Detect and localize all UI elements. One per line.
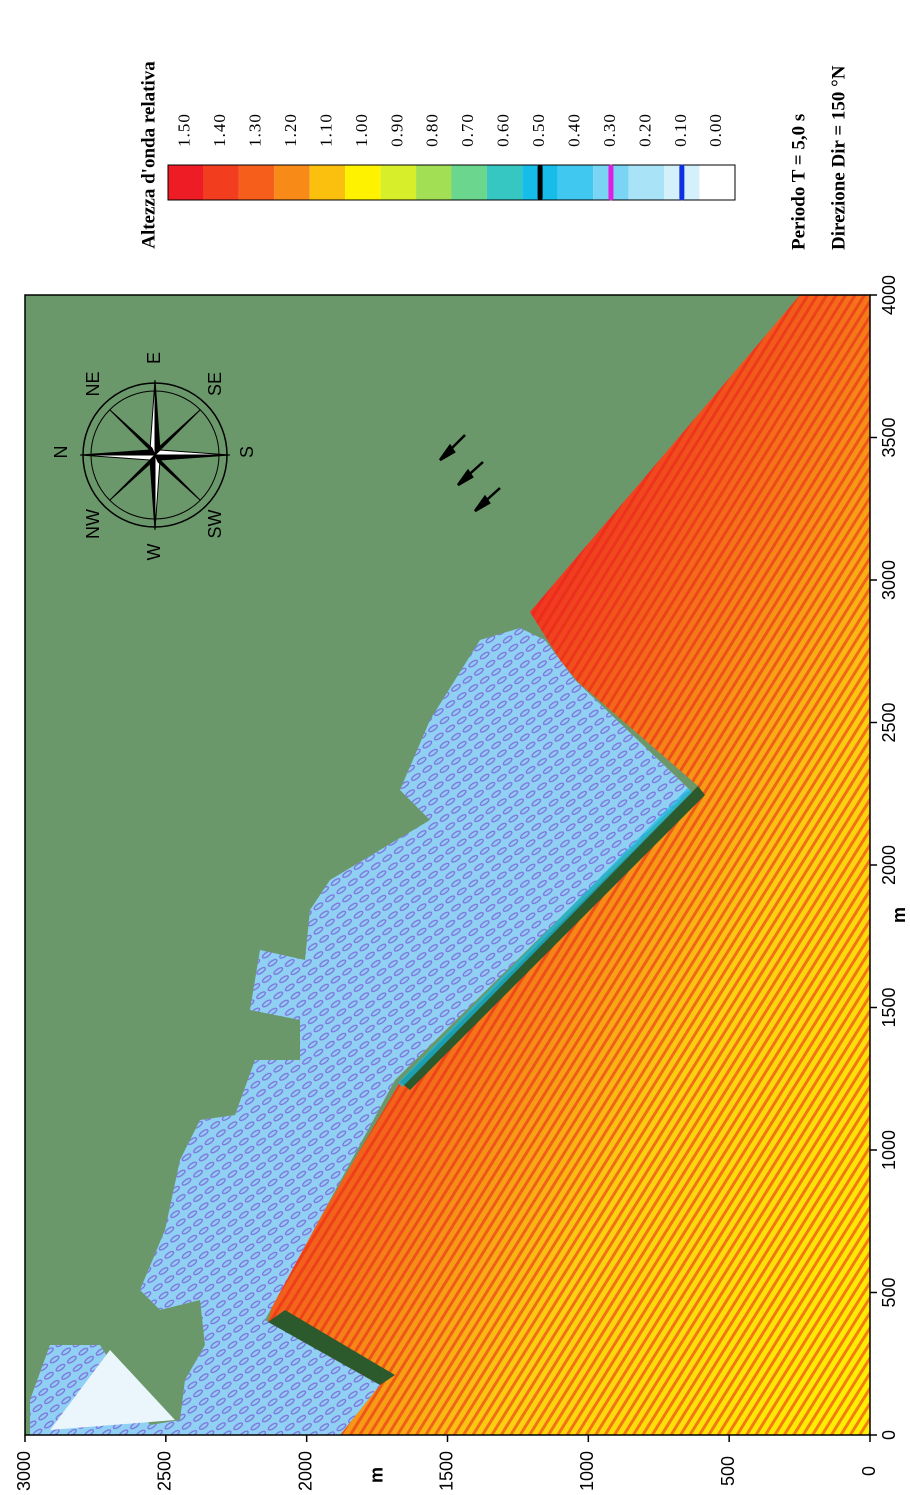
colorbar-label: 0.60: [494, 113, 513, 147]
x-tick-label: 4000: [879, 275, 899, 315]
colorbar-swatch: [452, 165, 487, 200]
page: 0 500 1000 1500 2000 2500 3000 3500 4000 0 500 1000…: [0, 0, 910, 1495]
compass-label: SE: [205, 372, 225, 396]
compass-label: SW: [205, 509, 225, 538]
y-tick-label: 500: [718, 1456, 738, 1486]
colorbar-swatch: [168, 165, 203, 200]
colorbar-label: 1.50: [175, 113, 194, 147]
colorbar-swatch: [310, 165, 345, 200]
colorbar-swatch: [629, 165, 664, 200]
x-tick-label: 2500: [879, 702, 899, 742]
x-tick-label: 500: [879, 1277, 899, 1307]
colorbar-label: 0.40: [564, 113, 583, 147]
y-tick-label: 2500: [155, 1451, 175, 1491]
colorbar-label: 0.00: [706, 113, 725, 147]
colorbar-swatch: [239, 165, 274, 200]
colorbar-swatch: [381, 165, 416, 200]
colorbar-swatch: [558, 165, 593, 200]
annotation: Periodo T = 5,0 s: [788, 114, 809, 250]
colorbar-label: 0.50: [529, 113, 548, 147]
colorbar-swatch: [274, 165, 309, 200]
colorbar-swatch: [345, 165, 380, 200]
y-tick-label: 2000: [295, 1451, 315, 1491]
colorbar-label: 0.10: [671, 113, 690, 147]
compass-label: N: [51, 446, 71, 459]
x-tick-label: 1500: [879, 987, 899, 1027]
colorbar-swatch: [203, 165, 238, 200]
y-axis-title: m: [366, 1467, 386, 1483]
compass-label: S: [237, 446, 257, 458]
compass-label: NW: [83, 509, 103, 539]
x-tick-label: 1000: [879, 1130, 899, 1170]
colorbar-swatch: [416, 165, 451, 200]
colorbar-label: 1.30: [246, 113, 265, 147]
colorbar-swatch: [487, 165, 522, 200]
colorbar-swatch: [700, 165, 735, 200]
x-tick-label: 0: [879, 1430, 899, 1440]
annotation: Direzione Dir = 150 °N: [828, 65, 849, 250]
x-axis-title: m: [889, 907, 909, 923]
colorbar-label: 0.30: [600, 113, 619, 147]
colorbar-label: 1.40: [210, 113, 229, 147]
y-tick-label: 1000: [577, 1451, 597, 1491]
colorbar-label: 1.20: [281, 113, 300, 147]
colorbar-label: 1.00: [352, 113, 371, 147]
compass-label: E: [144, 352, 164, 364]
legend-title: Altezza d'onda relativa: [138, 61, 159, 249]
colorbar-label: 0.80: [423, 113, 442, 147]
colorbar-label: 0.90: [387, 113, 406, 147]
x-tick-label: 3500: [879, 417, 899, 457]
colorbar-label: 1.10: [316, 113, 335, 147]
y-tick-label: 3000: [14, 1451, 34, 1491]
x-tick-label: 3000: [879, 560, 899, 600]
x-tick-label: 2000: [879, 845, 899, 885]
y-tick-label: 1500: [436, 1451, 456, 1491]
colorbar-label: 0.20: [635, 113, 654, 147]
compass-label: NE: [83, 371, 103, 396]
colorbar-label: 0.70: [458, 113, 477, 147]
compass-label: W: [144, 544, 164, 561]
y-tick-label: 0: [859, 1466, 879, 1476]
